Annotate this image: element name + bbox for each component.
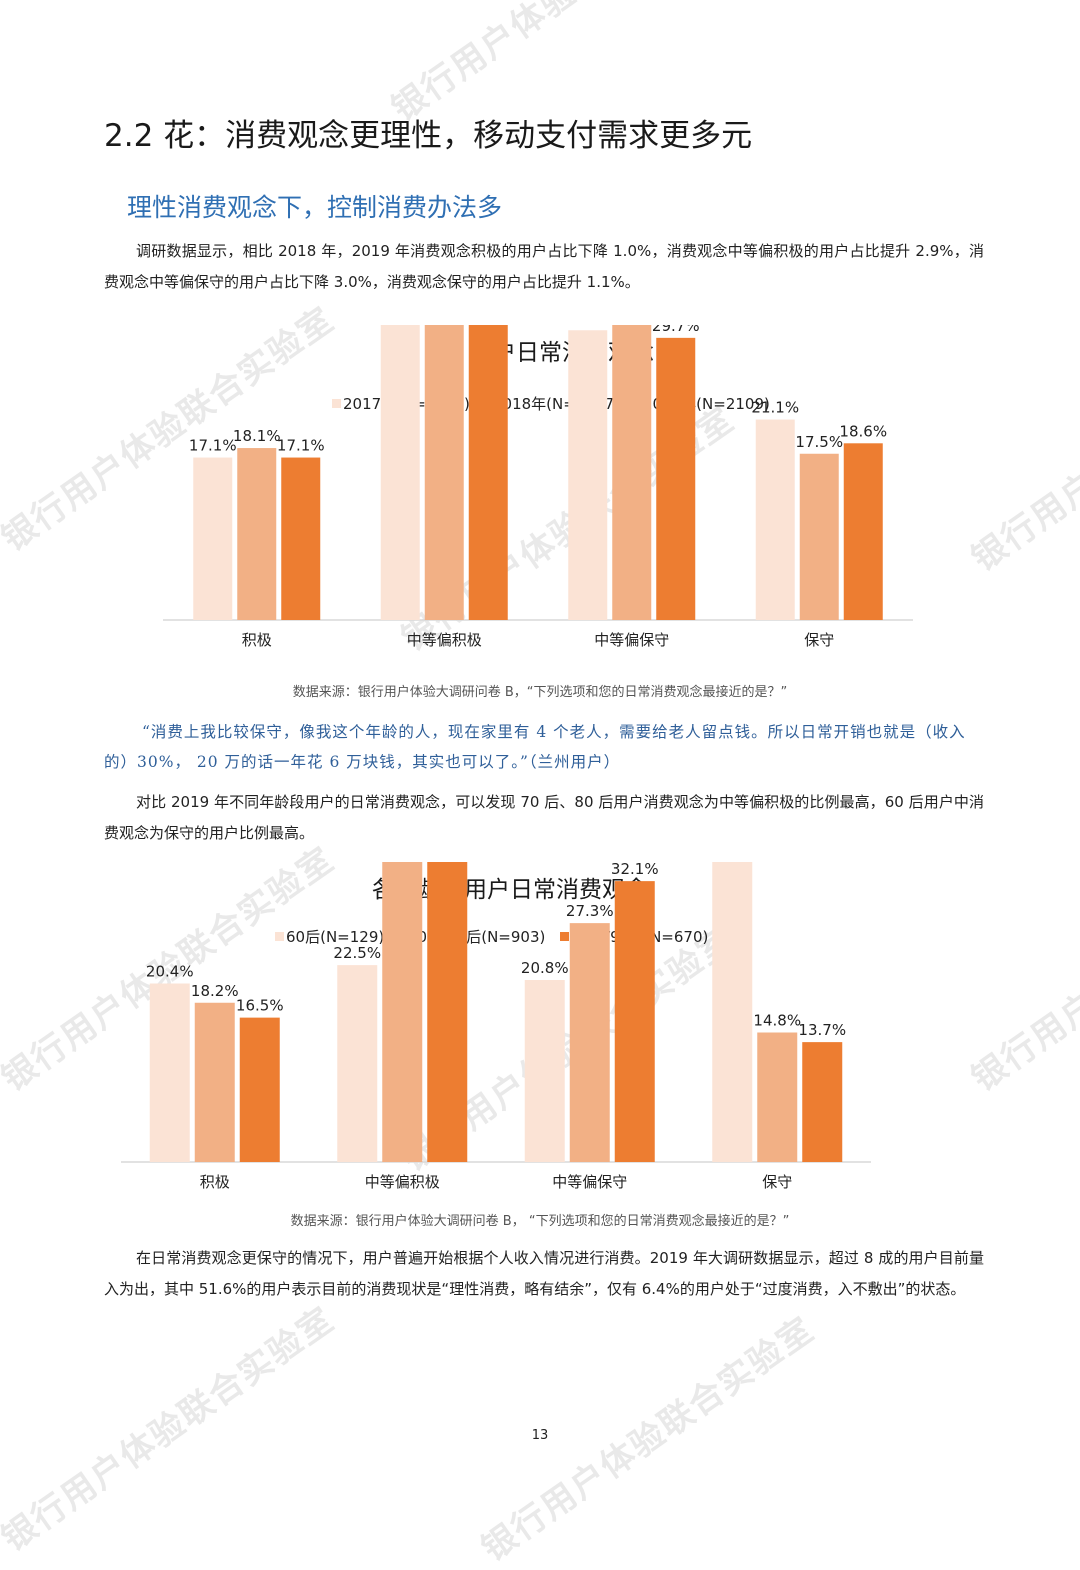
data-label: 18.2% [191, 982, 239, 1000]
data-label: 17.1% [189, 437, 237, 455]
category-label: 中等偏保守 [594, 631, 669, 649]
bar [656, 337, 696, 620]
bar [380, 322, 420, 620]
bar [568, 330, 608, 620]
paragraph-income: 在日常消费观念更保守的情况下，用户普遍开始根据个人收入情况进行消费。2019 年… [104, 1249, 984, 1298]
legend-swatch [332, 399, 341, 408]
data-label: 29.7% [652, 325, 700, 335]
bar [569, 923, 610, 1162]
data-label: 32.1% [611, 862, 659, 878]
bar [614, 881, 655, 1162]
bar [757, 1032, 798, 1162]
bar [712, 844, 753, 1162]
bar [237, 448, 277, 620]
category-label: 中等偏积极 [365, 1173, 440, 1191]
bar-chart-yearly: 用户日常消费观念2017年(N=6611)2018年(N=1987)2019年(… [163, 270, 913, 649]
bar [843, 443, 883, 620]
data-label: 21.1% [751, 399, 799, 417]
data-label: 17.5% [795, 433, 843, 451]
chart-age: 各年龄段用户日常消费观念60后(N=129)70后/80后(N=903)90后/… [0, 794, 1080, 1197]
bar [468, 291, 508, 620]
data-label: 30.5% [564, 325, 612, 327]
bar [281, 457, 321, 620]
category-label: 保守 [804, 631, 834, 649]
bar [337, 965, 378, 1162]
data-label: 18.6% [839, 422, 887, 440]
bar [194, 1002, 235, 1162]
chart2-source: 数据来源：银行用户体验大调研问卷 B， “下列选项和您的日常消费观念最接近的是？… [290, 1214, 790, 1229]
category-label: 中等偏保守 [552, 1173, 627, 1191]
bar-chart-age: 各年龄段用户日常消费观念60后(N=129)70后/80后(N=903)90后/… [121, 794, 871, 1191]
bar [612, 309, 652, 620]
bar [382, 814, 423, 1162]
data-label: 13.7% [798, 1021, 846, 1039]
bar [802, 1042, 843, 1162]
bar [239, 1017, 280, 1162]
data-label: 18.1% [233, 427, 281, 445]
category-label: 保守 [762, 1173, 792, 1191]
bar [799, 453, 839, 620]
bar [149, 983, 190, 1162]
user-quote: “消费上我比较保守，像我这个年龄的人，现在家里有 4 个老人，需要给老人留点钱。… [104, 723, 966, 771]
bar [193, 457, 233, 620]
data-label: 16.5% [236, 997, 284, 1015]
bar [427, 832, 468, 1162]
chart-yearly: 用户日常消费观念2017年(N=6611)2018年(N=1987)2019年(… [0, 270, 1080, 675]
legend-swatch [560, 932, 569, 941]
bar [755, 419, 795, 620]
category-label: 积极 [200, 1173, 230, 1191]
section-title: 2.2 花：消费观念更理性，移动支付需求更多元 [104, 118, 753, 154]
data-label: 27.3% [566, 902, 614, 920]
paragraph-intro: 调研数据显示，相比 2018 年，2019 年消费观念积极的用户占比下降 1.0… [104, 242, 984, 291]
category-label: 积极 [242, 631, 272, 649]
paragraph-age: 对比 2019 年不同年龄段用户的日常消费观念，可以发现 70 后、80 后用户… [104, 793, 984, 842]
page-number: 13 [531, 1428, 549, 1443]
data-label: 14.8% [753, 1012, 801, 1030]
bar [424, 318, 464, 620]
legend-swatch [275, 932, 284, 941]
legend-item: 60后(N=129) [286, 928, 384, 946]
bar [524, 980, 565, 1162]
watermark: 银行用户体验联合实验室 [0, 1299, 342, 1560]
data-label: 22.5% [333, 944, 381, 962]
chart1-source: 数据来源：银行用户体验大调研问卷 B，“下列选项和您的日常消费观念最接近的是？” [292, 685, 788, 700]
data-label: 17.1% [277, 437, 325, 455]
subsection-title: 理性消费观念下，控制消费办法多 [127, 193, 503, 222]
category-label: 中等偏积极 [407, 631, 482, 649]
data-label: 20.4% [146, 963, 194, 981]
data-label: 20.8% [521, 959, 569, 977]
